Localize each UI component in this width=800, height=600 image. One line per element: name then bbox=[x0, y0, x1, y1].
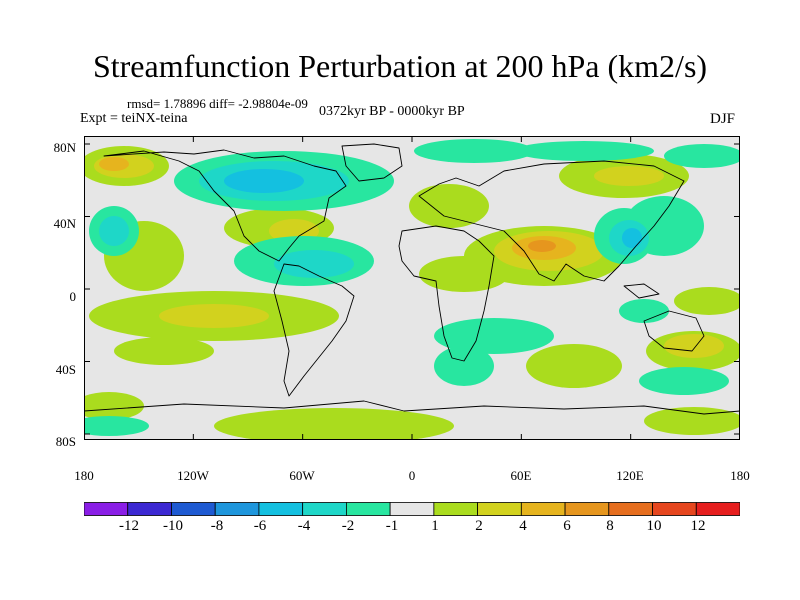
colorbar-box bbox=[477, 502, 522, 516]
colorbar-box bbox=[520, 502, 566, 516]
colorbar bbox=[84, 502, 740, 516]
lon-label-0: 0 bbox=[408, 468, 416, 483]
coastlines bbox=[84, 143, 740, 415]
colorbar-label: 1 bbox=[431, 518, 439, 534]
period-label: 0372kyr BP - 0000kyr BP bbox=[319, 104, 465, 119]
colorbar-box bbox=[302, 502, 347, 516]
colorbar-box bbox=[433, 502, 478, 516]
colorbar-box bbox=[84, 502, 129, 516]
lon-label-120e: 120E bbox=[616, 468, 644, 483]
colorbar-label: -10 bbox=[163, 518, 183, 534]
colorbar-label: -2 bbox=[341, 518, 355, 534]
colorbar-label: 10 bbox=[646, 518, 662, 534]
colorbar-label: 8 bbox=[606, 518, 614, 534]
colorbar-label: -6 bbox=[253, 518, 267, 534]
colorbar-label: 6 bbox=[563, 518, 571, 534]
lat-label-80s: 80S bbox=[55, 434, 76, 449]
contour-field bbox=[84, 139, 740, 440]
lon-label-60e: 60E bbox=[510, 468, 532, 483]
lat-label-0: 0 bbox=[69, 289, 77, 304]
season-label: DJF bbox=[710, 111, 736, 127]
negative-anomaly-neg3 bbox=[224, 169, 642, 248]
colorbar-label: -8 bbox=[210, 518, 224, 534]
colorbar-box bbox=[389, 502, 435, 516]
lon-label-120w: 120W bbox=[177, 468, 209, 483]
colorbar-label: 2 bbox=[475, 518, 483, 534]
lon-label-60w: 60W bbox=[289, 468, 315, 483]
experiment-label: Expt = teiNX-teina bbox=[80, 111, 188, 126]
lon-label-180w: 180 bbox=[74, 468, 94, 483]
colorbar-label: -12 bbox=[119, 518, 139, 534]
colorbar-box bbox=[171, 502, 216, 516]
stats-label: rmsd= 1.78896 diff= -2.98804e-09 bbox=[127, 96, 308, 111]
lon-label-180e: 180 bbox=[730, 468, 750, 483]
colorbar-box bbox=[564, 502, 610, 516]
colorbar-label: 12 bbox=[690, 518, 706, 534]
map-title: Streamfunction Perturbation at 200 hPa (… bbox=[92, 48, 708, 84]
colorbar-box bbox=[608, 502, 653, 516]
positive-anomaly-pos4 bbox=[528, 240, 556, 252]
colorbar-box bbox=[345, 502, 391, 516]
colorbar-label: -1 bbox=[385, 518, 399, 534]
colorbar-label: 4 bbox=[519, 518, 527, 534]
lat-label-80n: 80N bbox=[53, 140, 76, 155]
colorbar-box bbox=[127, 502, 172, 516]
lat-label-40n: 40N bbox=[53, 216, 76, 231]
colorbar-box bbox=[258, 502, 304, 516]
streamfunction-map bbox=[84, 136, 740, 440]
colorbar-box bbox=[214, 502, 260, 516]
lat-label-40s: 40S bbox=[55, 362, 76, 377]
colorbar-box bbox=[695, 502, 740, 516]
colorbar-label: -4 bbox=[297, 518, 311, 534]
colorbar-box bbox=[652, 502, 697, 516]
